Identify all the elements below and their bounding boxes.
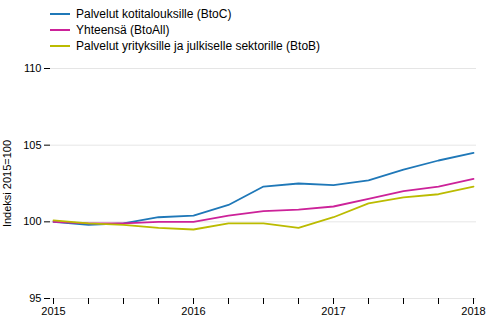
html-text:Yhteensä (BtoAll): Yhteensä (BtoAll) — [76, 23, 170, 37]
svg-text:2017: 2017 — [321, 305, 345, 317]
svg-text:105: 105 — [23, 139, 41, 151]
svg-text:2018: 2018 — [461, 305, 485, 317]
html-text:Palvelut yrityksille ja julkis: Palvelut yrityksille ja julkiselle sekto… — [76, 39, 321, 53]
svg-text:2015: 2015 — [41, 305, 65, 317]
svg-text:2016: 2016 — [181, 305, 205, 317]
html-text:Palvelut kotitalouksille (BtoC: Palvelut kotitalouksille (BtoC) — [76, 7, 232, 21]
svg-text:Indeksi 2015=100: Indeksi 2015=100 — [1, 140, 13, 227]
svg-text:95: 95 — [29, 292, 41, 304]
svg-text:110: 110 — [24, 62, 42, 74]
svg-text:100: 100 — [23, 215, 41, 227]
